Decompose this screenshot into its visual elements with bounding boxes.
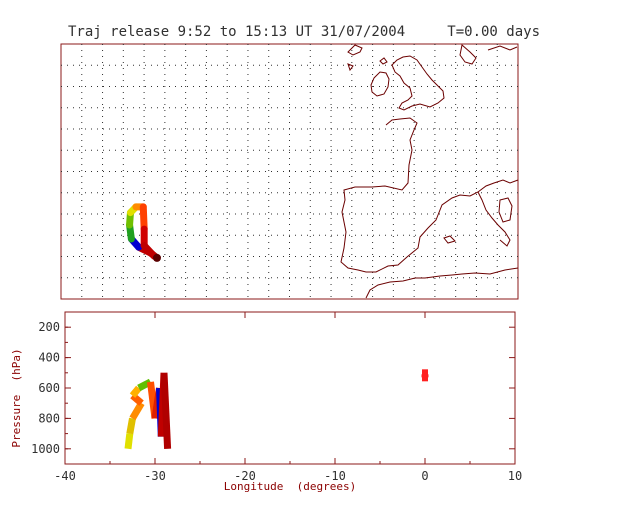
pressure-trajectory-segment (124, 433, 134, 450)
y-tick-label: 200 (38, 320, 60, 334)
pressure-frame (64, 311, 516, 465)
x-tick-label: -20 (234, 469, 256, 483)
coastline-north-africa (365, 267, 519, 299)
coastline-italy (477, 191, 511, 247)
pressure-panel: -40 -30 -20 -10 0 10 200 400 600 800 1000 Longitud… (10, 311, 522, 493)
y-axis-title: Pressure (hPa) (10, 348, 23, 447)
coastline-britain (391, 55, 445, 111)
map-trajectory-segment (139, 203, 148, 233)
x-tick-label: -10 (324, 469, 346, 483)
map-panel (60, 43, 519, 300)
pressure-trajectory (124, 369, 429, 450)
map-trajectory-point (152, 253, 161, 262)
coastline (340, 44, 519, 299)
coastline-ireland (370, 71, 390, 97)
pressure-trajectory-segment (126, 417, 136, 435)
pressure-trajectory-segment (130, 392, 144, 406)
coastline-scandinavia (459, 44, 518, 65)
pressure-axes: -40 -30 -20 -10 0 10 200 400 600 800 1000 (31, 311, 522, 483)
x-tick-label: -30 (144, 469, 166, 483)
pressure-trajectory-point (422, 369, 428, 382)
map-graticule (61, 44, 518, 299)
pressure-trajectory-segment (129, 401, 145, 421)
pressure-trajectory-segment (160, 372, 172, 449)
x-tick-label: 10 (508, 469, 522, 483)
x-axis-title: Longitude (degrees) (224, 480, 356, 493)
map-trajectory-segment (140, 242, 158, 260)
x-tick-label: 0 (421, 469, 428, 483)
y-tick-label: 1000 (31, 442, 60, 456)
x-tick-label: -40 (54, 469, 76, 483)
coastline-balearic (443, 235, 456, 244)
y-tick-label: 600 (38, 381, 60, 395)
coastline-sardinia (498, 197, 513, 223)
coastline-france-iberia (340, 117, 519, 273)
coastline-scotland-islands (347, 44, 388, 72)
map-trajectory (126, 203, 161, 262)
y-tick-label: 800 (38, 411, 60, 425)
y-tick-label: 400 (38, 351, 60, 365)
pressure-trajectory-segment (129, 385, 142, 398)
figure-title: Traj release 9:52 to 15:13 UT 31/07/2004… (68, 24, 540, 40)
